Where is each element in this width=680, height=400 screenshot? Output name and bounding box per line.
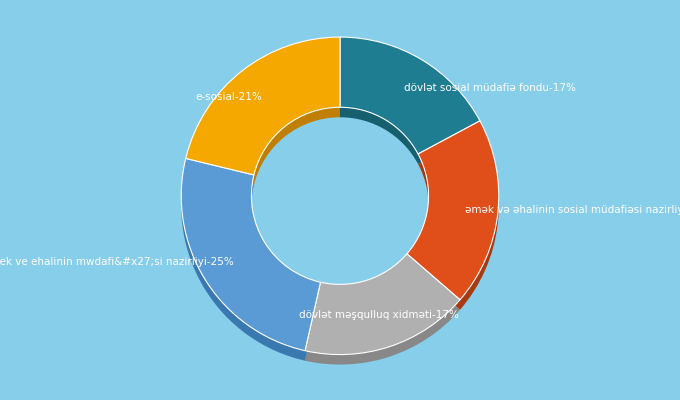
Text: e-sosial-21%: e-sosial-21% [196, 92, 262, 102]
Wedge shape [182, 168, 320, 361]
Text: emek ve ehalinin mwdafi&#x27;si nazirliyi-25%: emek ve ehalinin mwdafi&#x27;si nazirliy… [0, 257, 233, 267]
Text: dövlət məşqulluq xidməti-17%: dövlət məşqulluq xidməti-17% [299, 310, 459, 320]
Wedge shape [407, 121, 498, 300]
Wedge shape [305, 264, 460, 365]
Wedge shape [186, 47, 340, 185]
Wedge shape [305, 254, 460, 354]
Text: əmək və əhalinin sosial müdafiəsi nazirliyi-19%: əmək və əhalinin sosial müdafiəsi nazirl… [464, 205, 680, 215]
Wedge shape [182, 158, 320, 351]
Wedge shape [186, 37, 340, 175]
Wedge shape [407, 131, 498, 310]
Wedge shape [340, 47, 480, 164]
Text: dövlət sosial müdafiə fondu-17%: dövlət sosial müdafiə fondu-17% [405, 83, 576, 93]
Wedge shape [340, 37, 480, 154]
